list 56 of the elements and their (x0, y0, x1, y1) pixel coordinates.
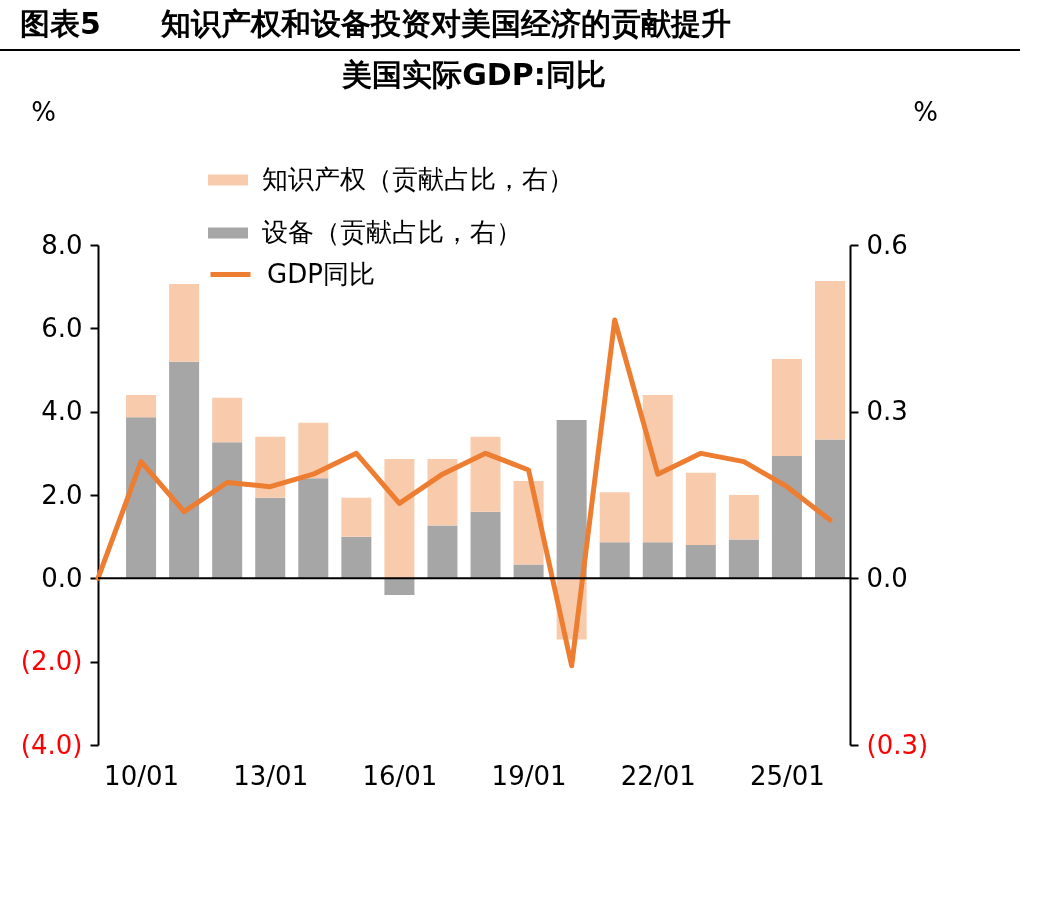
bar (341, 497, 372, 537)
bar (642, 542, 673, 579)
y-tick-label: 6.0 (41, 312, 83, 343)
bar (685, 545, 716, 579)
bar (771, 358, 802, 457)
bar (728, 539, 759, 579)
bar (298, 478, 329, 579)
legend-label: GDP同比 (267, 258, 375, 289)
y-tick-label: 0.0 (41, 562, 83, 593)
y-tick-label: 2.0 (41, 479, 83, 510)
bar (212, 442, 243, 579)
y2-tick-label: 0.0 (866, 562, 908, 593)
chart-title: 图表5 知识产权和设备投资对美国经济的贡献提升 (0, 0, 1020, 51)
bar (685, 472, 716, 545)
bar (470, 436, 501, 512)
bar (815, 439, 845, 579)
bar (470, 511, 501, 579)
bar (642, 395, 673, 543)
bar (298, 422, 329, 479)
chart-subtitle: 美国实际GDP:同比 (341, 57, 606, 92)
bar (427, 525, 458, 579)
legend-label: 知识产权（贡献占比，右） (262, 164, 574, 194)
y2-tick-label: (0.3) (866, 729, 929, 760)
bar (255, 436, 286, 498)
bar (126, 395, 157, 418)
y-tick-label: 8.0 (41, 229, 83, 260)
legend-label: 设备（贡献占比，右） (262, 217, 522, 247)
x-tick-label: 16/01 (362, 760, 438, 791)
y-tick-label: 4.0 (41, 396, 83, 427)
bar (556, 420, 587, 579)
x-tick-label: 22/01 (620, 760, 696, 791)
bar (169, 361, 200, 579)
bar (599, 492, 630, 543)
y-tick-label: (4.0) (20, 729, 83, 760)
bar (427, 458, 458, 526)
bar (513, 564, 544, 579)
x-tick-label: 13/01 (233, 760, 309, 791)
bar (384, 578, 415, 595)
bar (212, 397, 243, 443)
bar (815, 281, 845, 440)
x-tick-label: 25/01 (749, 760, 825, 791)
y2-axis-title: % (913, 96, 938, 127)
bar (169, 283, 200, 362)
y-tick-label: (2.0) (20, 646, 83, 677)
y2-tick-label: 0.6 (866, 229, 908, 260)
y2-tick-label: 0.3 (866, 396, 908, 427)
x-tick-label: 10/01 (104, 760, 180, 791)
bar (384, 458, 415, 579)
bar (728, 495, 759, 540)
y-axis-title: % (31, 96, 56, 127)
bar (126, 417, 157, 579)
x-tick-label: 19/01 (491, 760, 567, 791)
bar (341, 536, 372, 579)
bar (599, 542, 630, 579)
bar (255, 497, 286, 579)
bar (771, 456, 802, 579)
